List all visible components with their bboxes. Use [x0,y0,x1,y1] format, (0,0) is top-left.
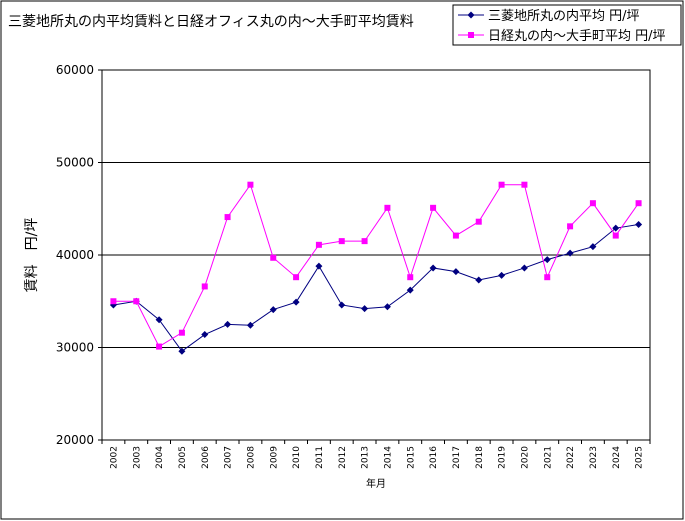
data-point [589,200,596,207]
data-point [315,262,323,270]
y-axis-ticks: 20000 30000 40000 50000 60000 [56,63,102,447]
x-tick-label: 2019 [498,446,508,469]
data-point [566,249,574,257]
series-line [113,223,639,352]
series-1 [109,220,643,355]
x-tick-label: 2017 [452,446,462,469]
legend-marker-series-1 [467,11,475,19]
legend-box [452,4,682,46]
legend-label-series-2: 日経丸の内〜大手町平均 円/坪 [488,28,666,44]
x-tick-label: 2018 [475,446,485,469]
legend-marker-series-2 [468,32,474,38]
data-point [178,329,185,336]
x-tick-label: 2003 [132,446,142,469]
data-point [110,298,117,305]
x-tick-label: 2020 [520,446,530,469]
data-point [429,264,437,272]
data-point [520,264,528,272]
y-tick-label: 40000 [56,248,94,262]
data-point [292,298,300,306]
data-point [155,316,163,324]
data-point [269,306,277,314]
x-tick-label: 2016 [429,446,439,469]
data-point [612,224,620,232]
data-point [224,320,232,328]
data-point [544,274,551,281]
data-point [543,256,551,264]
data-point [498,271,506,279]
x-axis-label: 年月 [366,477,386,490]
data-point [315,241,322,248]
data-point [475,218,482,225]
data-point [384,204,391,211]
x-tick-label: 2004 [155,446,165,469]
data-point [567,223,574,230]
x-tick-label: 2002 [109,446,119,469]
series-2 [110,181,642,350]
y-tick-label: 20000 [56,433,94,447]
data-point [452,268,460,276]
x-tick-label: 2005 [178,446,188,469]
data-point [156,343,163,350]
data-point [361,238,368,245]
data-point [407,274,414,281]
data-point [430,204,437,211]
data-point [521,181,528,188]
data-point [383,303,391,311]
x-tick-label: 2010 [292,446,302,469]
data-point [498,181,505,188]
grid-lines [102,162,650,348]
data-point [270,254,277,261]
data-point [224,214,231,221]
series-layer [109,181,643,355]
data-point [201,331,209,339]
data-point [247,181,254,188]
data-point [475,276,483,284]
x-tick-label: 2013 [361,446,371,469]
x-tick-label: 2024 [612,446,622,469]
x-tick-label: 2025 [635,446,645,469]
legend: 三菱地所丸の内平均 円/坪 日経丸の内〜大手町平均 円/坪 [452,4,682,46]
y-tick-label: 60000 [56,63,94,77]
x-tick-label: 2023 [589,446,599,469]
y-tick-label: 30000 [56,341,94,355]
data-point [589,243,597,251]
data-point [338,238,345,245]
data-point [612,232,619,239]
x-tick-label: 2007 [224,446,234,469]
data-point [133,298,140,305]
legend-label-series-1: 三菱地所丸の内平均 円/坪 [488,8,640,24]
data-point [246,321,254,329]
x-tick-label: 2014 [383,446,393,469]
data-point [338,301,346,309]
x-tick-label: 2015 [406,446,416,469]
x-tick-label: 2006 [201,446,211,469]
data-point [452,232,459,239]
chart-title: 三菱地所丸の内平均賃料と日経オフィス丸の内〜大手町平均賃料 [8,14,414,30]
x-tick-label: 2022 [566,446,576,469]
y-tick-label: 50000 [56,156,94,170]
x-tick-label: 2021 [543,446,553,469]
data-point [635,220,643,228]
series-line [113,183,639,348]
data-point [635,200,642,207]
data-point [293,274,300,281]
x-axis-ticks: 2002 2003 2004 2005 2006 2007 2008 2009 2010 2011… [101,440,651,469]
y-axis-label: 賃料 円/坪 [24,218,40,293]
data-point [406,286,414,294]
data-point [361,305,369,313]
x-tick-label: 2009 [269,446,279,469]
data-point [201,283,208,290]
x-tick-label: 2008 [246,446,256,469]
x-tick-label: 2012 [338,446,348,469]
x-tick-label: 2011 [315,446,325,469]
data-point [178,347,186,355]
